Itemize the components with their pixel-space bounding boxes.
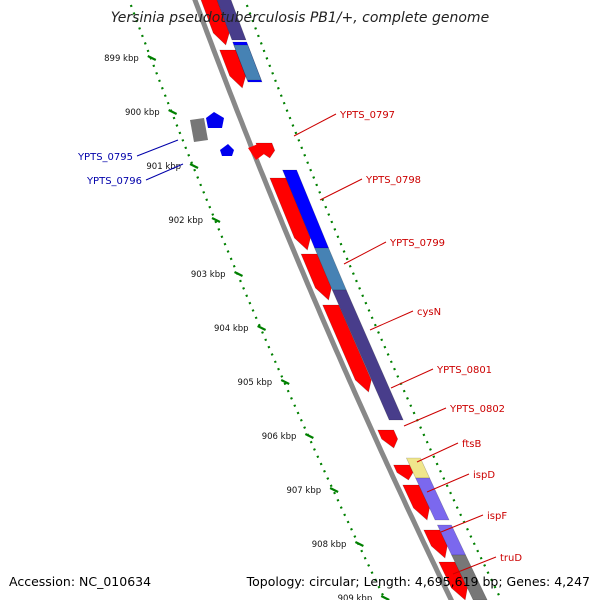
tick-mark-9 <box>329 487 339 493</box>
gray-block <box>190 118 208 142</box>
leader-line-8 <box>403 407 447 427</box>
leader-line-9 <box>416 442 459 463</box>
tick-label-4: 902 kbp <box>168 216 203 226</box>
tick-mark-11 <box>380 595 390 600</box>
gene-label-ispF: ispF <box>487 511 507 522</box>
reverse-gene-1 <box>206 112 224 128</box>
gene-label-YPTS_0795: YPTS_0795 <box>77 152 133 163</box>
cds-segment-10 <box>451 554 488 600</box>
gene-label-truD: truD <box>500 553 522 564</box>
cds-segment-8 <box>415 477 450 521</box>
tick-label-3: 901 kbp <box>146 162 181 172</box>
tick-mark-5 <box>234 271 244 277</box>
tick-label-9: 907 kbp <box>286 486 321 496</box>
leader-line-2 <box>145 163 184 181</box>
tick-mark-4 <box>211 217 221 223</box>
leader-line-1 <box>136 139 179 157</box>
leader-line-10 <box>426 473 470 493</box>
forward-gene-2 <box>219 49 247 89</box>
tick-label-7: 905 kbp <box>238 378 273 388</box>
gene-label-YPTS_0796: YPTS_0796 <box>86 176 142 187</box>
tick-label-1: 899 kbp <box>104 54 139 64</box>
gene-features <box>190 0 488 600</box>
tick-label-6: 904 kbp <box>214 324 249 334</box>
tick-mark-8 <box>304 433 314 439</box>
outer-dotted-guide <box>243 0 503 600</box>
gene-label-YPTS_0799: YPTS_0799 <box>389 238 445 249</box>
gene-label-cysN: cysN <box>417 307 441 318</box>
forward-gene-7 <box>377 429 399 449</box>
leader-line-4 <box>319 178 363 201</box>
genome-backbone <box>192 0 455 600</box>
forward-gene-4 <box>269 177 311 251</box>
forward-gene-11 <box>438 561 468 600</box>
gene-labels: YPTS_0795 YPTS_0796 YPTS_0797 YPTS_0798 YPTS… <box>77 110 522 575</box>
tick-mark-6 <box>257 325 267 331</box>
backbone-line <box>192 0 455 600</box>
gene-label-YPTS_0797: YPTS_0797 <box>339 110 395 121</box>
tick-mark-7 <box>280 379 290 385</box>
cds-segment-3 <box>233 44 262 81</box>
forward-gene-8 <box>393 464 414 481</box>
forward-gene-9 <box>402 484 430 521</box>
kbp-ticks: 899 kbp 900 kbp 901 kbp 902 kbp 903 kbp 904 k… <box>104 54 390 600</box>
tick-label-5: 903 kbp <box>191 270 226 280</box>
leader-line-5 <box>343 241 387 265</box>
forward-gene-5 <box>300 253 332 301</box>
reverse-gene-2 <box>220 144 234 156</box>
map-title: Yersinia pseudotuberculosis PB1/+, compl… <box>111 10 489 26</box>
tick-mark-3 <box>189 163 199 169</box>
leader-line-11 <box>440 514 484 533</box>
cds-segment-6 <box>331 289 404 421</box>
forward-gene-1 <box>200 0 230 46</box>
tick-mark-1 <box>147 55 157 61</box>
leader-line-6 <box>369 310 414 331</box>
tick-label-11: 909 kbp <box>338 594 373 600</box>
tick-mark-2 <box>168 109 178 115</box>
gene-label-ftsB: ftsB <box>462 439 481 450</box>
accession-text: Accession: NC_010634 <box>9 574 151 589</box>
cds-segment-1 <box>216 0 247 41</box>
gene-label-YPTS_0798: YPTS_0798 <box>365 175 421 186</box>
tick-label-10: 908 kbp <box>312 540 347 550</box>
gene-label-YPTS_0801: YPTS_0801 <box>436 365 492 376</box>
leader-line-7 <box>390 368 434 389</box>
forward-small-gene <box>248 144 264 160</box>
forward-gene-6 <box>322 304 372 393</box>
gene-label-YPTS_0802: YPTS_0802 <box>449 404 505 415</box>
genome-summary: Topology: circular; Length: 4,695,619 bp… <box>246 574 590 589</box>
tick-mark-10 <box>354 541 364 547</box>
gene-label-ispD: ispD <box>473 470 495 481</box>
forward-gene-10 <box>423 529 448 559</box>
tick-label-2: 900 kbp <box>125 108 160 118</box>
tick-label-8: 906 kbp <box>262 432 297 442</box>
leader-line-3 <box>293 113 337 137</box>
leader-line-12 <box>452 556 497 575</box>
